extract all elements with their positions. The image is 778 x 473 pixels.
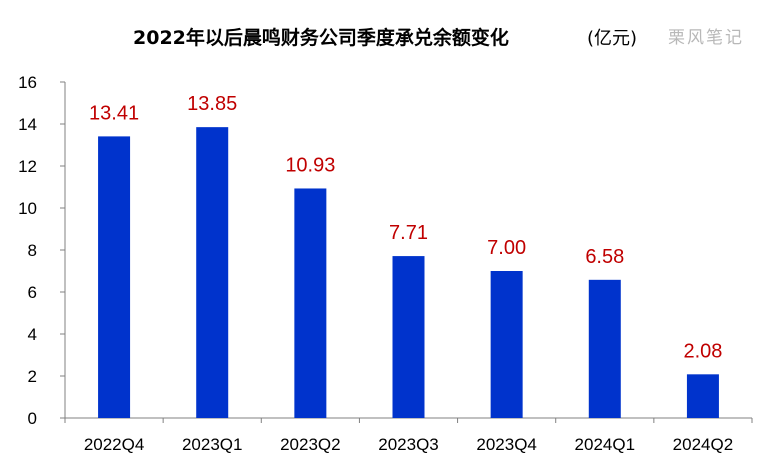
x-tick-label: 2023Q2 — [280, 435, 341, 454]
bar — [588, 279, 621, 418]
axes: 0 2 4 6 8 10 12 14 16 — [18, 73, 753, 428]
y-tick-label: 4 — [28, 325, 37, 344]
chart-title: 2022年以后晨鸣财务公司季度承兑余额变化 — [133, 26, 509, 49]
bar — [294, 188, 327, 418]
y-tick-label: 0 — [28, 409, 37, 428]
x-tick-label: 2023Q3 — [378, 435, 439, 454]
data-label: 2.08 — [683, 340, 722, 362]
bar — [392, 256, 425, 418]
chart-unit: (亿元) — [587, 28, 637, 49]
y-tick-label: 6 — [28, 283, 37, 302]
bar — [196, 127, 229, 419]
x-tick-label: 2023Q1 — [182, 435, 243, 454]
data-label: 10.93 — [285, 154, 335, 176]
y-tick-label: 2 — [28, 367, 37, 386]
watermark: 栗风笔记 — [668, 28, 744, 48]
y-tick-label: 10 — [18, 199, 37, 218]
data-label: 13.85 — [187, 93, 237, 115]
data-label: 13.41 — [89, 102, 139, 124]
data-label: 7.00 — [487, 237, 526, 259]
x-tick-label: 2024Q2 — [673, 435, 734, 454]
bar — [98, 136, 131, 418]
y-tick-label: 16 — [18, 73, 37, 92]
bars: 13.41 2022Q4 13.85 2023Q1 10.93 2023Q2 7.71 202… — [84, 93, 733, 454]
data-label: 6.58 — [585, 246, 624, 268]
x-tick-label: 2024Q1 — [575, 435, 636, 454]
y-tick-label: 8 — [28, 241, 37, 260]
x-tick-label: 2022Q4 — [84, 435, 145, 454]
bar — [490, 271, 523, 418]
data-label: 7.71 — [389, 222, 428, 244]
y-tick-label: 12 — [18, 157, 37, 176]
x-tick-label: 2023Q4 — [476, 435, 537, 454]
bar — [686, 374, 719, 418]
y-tick-label: 14 — [18, 115, 37, 134]
